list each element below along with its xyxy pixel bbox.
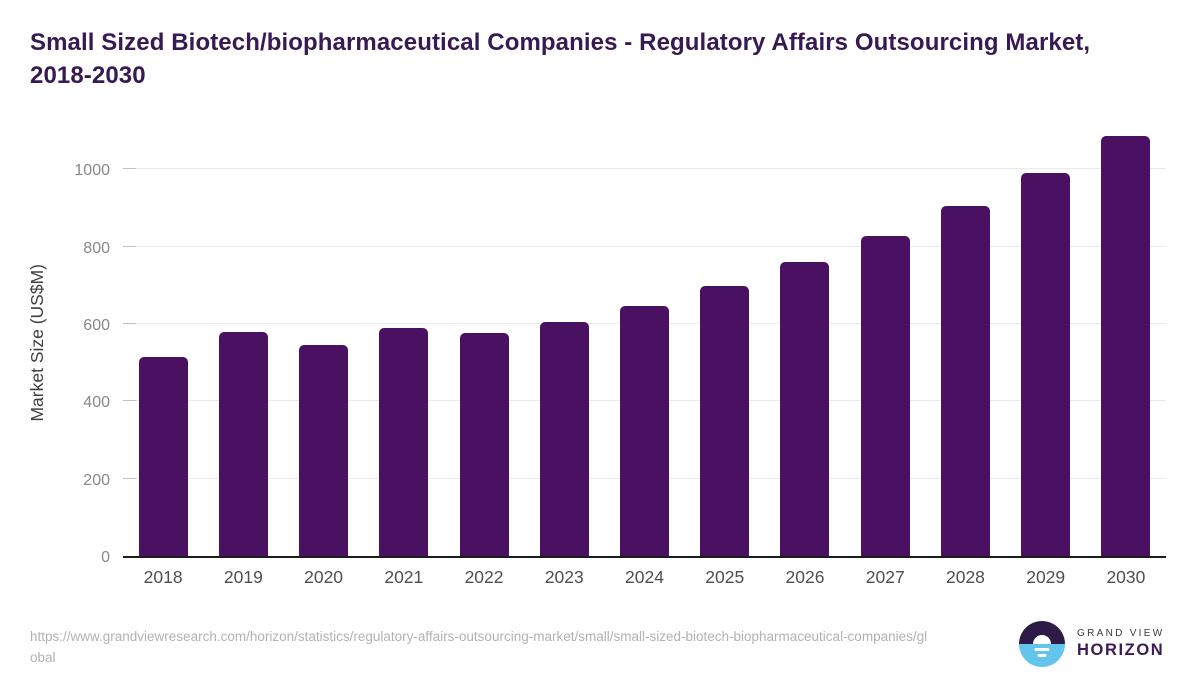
- y-tick-mark: [123, 168, 136, 169]
- x-tick-label-2028: 2028: [945, 567, 985, 587]
- plot-area: [123, 128, 1166, 558]
- chart-title: Small Sized Biotech/biopharmaceutical Co…: [30, 26, 1190, 92]
- y-tick-label-600: 600: [83, 317, 110, 334]
- x-tick-label-2023: 2023: [544, 567, 584, 587]
- bar-slot-2026: [765, 128, 845, 556]
- chart-title-line-1: Small Sized Biotech/biopharmaceutical Co…: [30, 29, 1091, 56]
- x-tick-label-2020: 2020: [304, 567, 344, 587]
- y-tick-label-800: 800: [83, 240, 110, 257]
- bar-2018: [138, 357, 188, 556]
- y-tick-mark: [123, 323, 136, 324]
- bar-2027: [860, 236, 910, 556]
- bar-2020: [299, 345, 349, 556]
- x-tick-label-2024: 2024: [625, 567, 664, 587]
- logo-grand-view-text: GRAND VIEW: [1077, 628, 1165, 639]
- x-tick-label-2018: 2018: [143, 567, 183, 587]
- gridline-1000: [123, 168, 1166, 169]
- logo-reflection-line-2: [1037, 654, 1047, 657]
- chart-title-line-2: 2018-2030: [30, 62, 146, 89]
- x-tick-label-2022: 2022: [464, 567, 504, 587]
- bar-2028: [940, 206, 990, 556]
- bar-2026: [780, 262, 830, 556]
- grand-view-horizon-logo: GRAND VIEW HORIZON: [1019, 621, 1179, 669]
- x-tick-label-2029: 2029: [1026, 567, 1066, 587]
- y-tick-mark: [123, 478, 136, 479]
- bar-slot-2028: [925, 128, 1005, 556]
- bar-2023: [539, 322, 589, 556]
- bar-series: [123, 128, 1166, 556]
- bar-slot-2025: [685, 128, 765, 556]
- bar-slot-2023: [524, 128, 604, 556]
- bar-2029: [1021, 173, 1071, 556]
- bar-slot-2024: [604, 128, 684, 556]
- x-tick-label-2030: 2030: [1106, 567, 1146, 587]
- bar-slot-2030: [1086, 128, 1166, 556]
- logo-horizon-text: HORIZON: [1077, 641, 1165, 659]
- bar-2024: [620, 306, 670, 556]
- bar-slot-2019: [203, 128, 283, 556]
- y-tick-mark: [123, 400, 136, 401]
- y-tick-label-200: 200: [83, 472, 110, 489]
- y-axis-tick-labels: 0 200 400 600 800 1000: [0, 128, 110, 566]
- bar-slot-2029: [1006, 128, 1086, 556]
- bar-slot-2027: [845, 128, 925, 556]
- logo-sun-arch: [1033, 635, 1051, 644]
- y-tick-mark: [123, 246, 136, 247]
- y-tick-label-0: 0: [101, 549, 110, 566]
- bar-2022: [459, 333, 509, 556]
- logo-reflection-line-1: [1034, 648, 1050, 651]
- x-tick-label-2021: 2021: [384, 567, 424, 587]
- logo-wordmark: GRAND VIEW HORIZON: [1077, 628, 1164, 660]
- horizon-logo-icon: [1019, 621, 1065, 667]
- bar-2030: [1101, 136, 1151, 556]
- bar-2025: [700, 286, 750, 556]
- bar-slot-2021: [364, 128, 444, 556]
- bar-slot-2022: [444, 128, 524, 556]
- x-tick-label-2027: 2027: [865, 567, 905, 587]
- bar-slot-2018: [123, 128, 203, 556]
- bar-2021: [379, 328, 429, 556]
- x-axis-tick-labels: 2018 2019 2020 2021 2022 2023 2024 2025 2026 2027…: [123, 567, 1166, 588]
- bar-slot-2020: [283, 128, 363, 556]
- source-url: https://www.grandviewresearch.com/horizo…: [30, 629, 928, 665]
- logo-sky-half: [1019, 621, 1065, 644]
- y-tick-label-400: 400: [83, 394, 110, 411]
- x-tick-label-2025: 2025: [705, 567, 745, 587]
- x-tick-label-2019: 2019: [223, 567, 263, 587]
- x-tick-label-2026: 2026: [785, 567, 825, 587]
- gridline-800: [123, 246, 1166, 247]
- bar-2019: [218, 332, 268, 556]
- y-tick-label-1000: 1000: [74, 162, 110, 179]
